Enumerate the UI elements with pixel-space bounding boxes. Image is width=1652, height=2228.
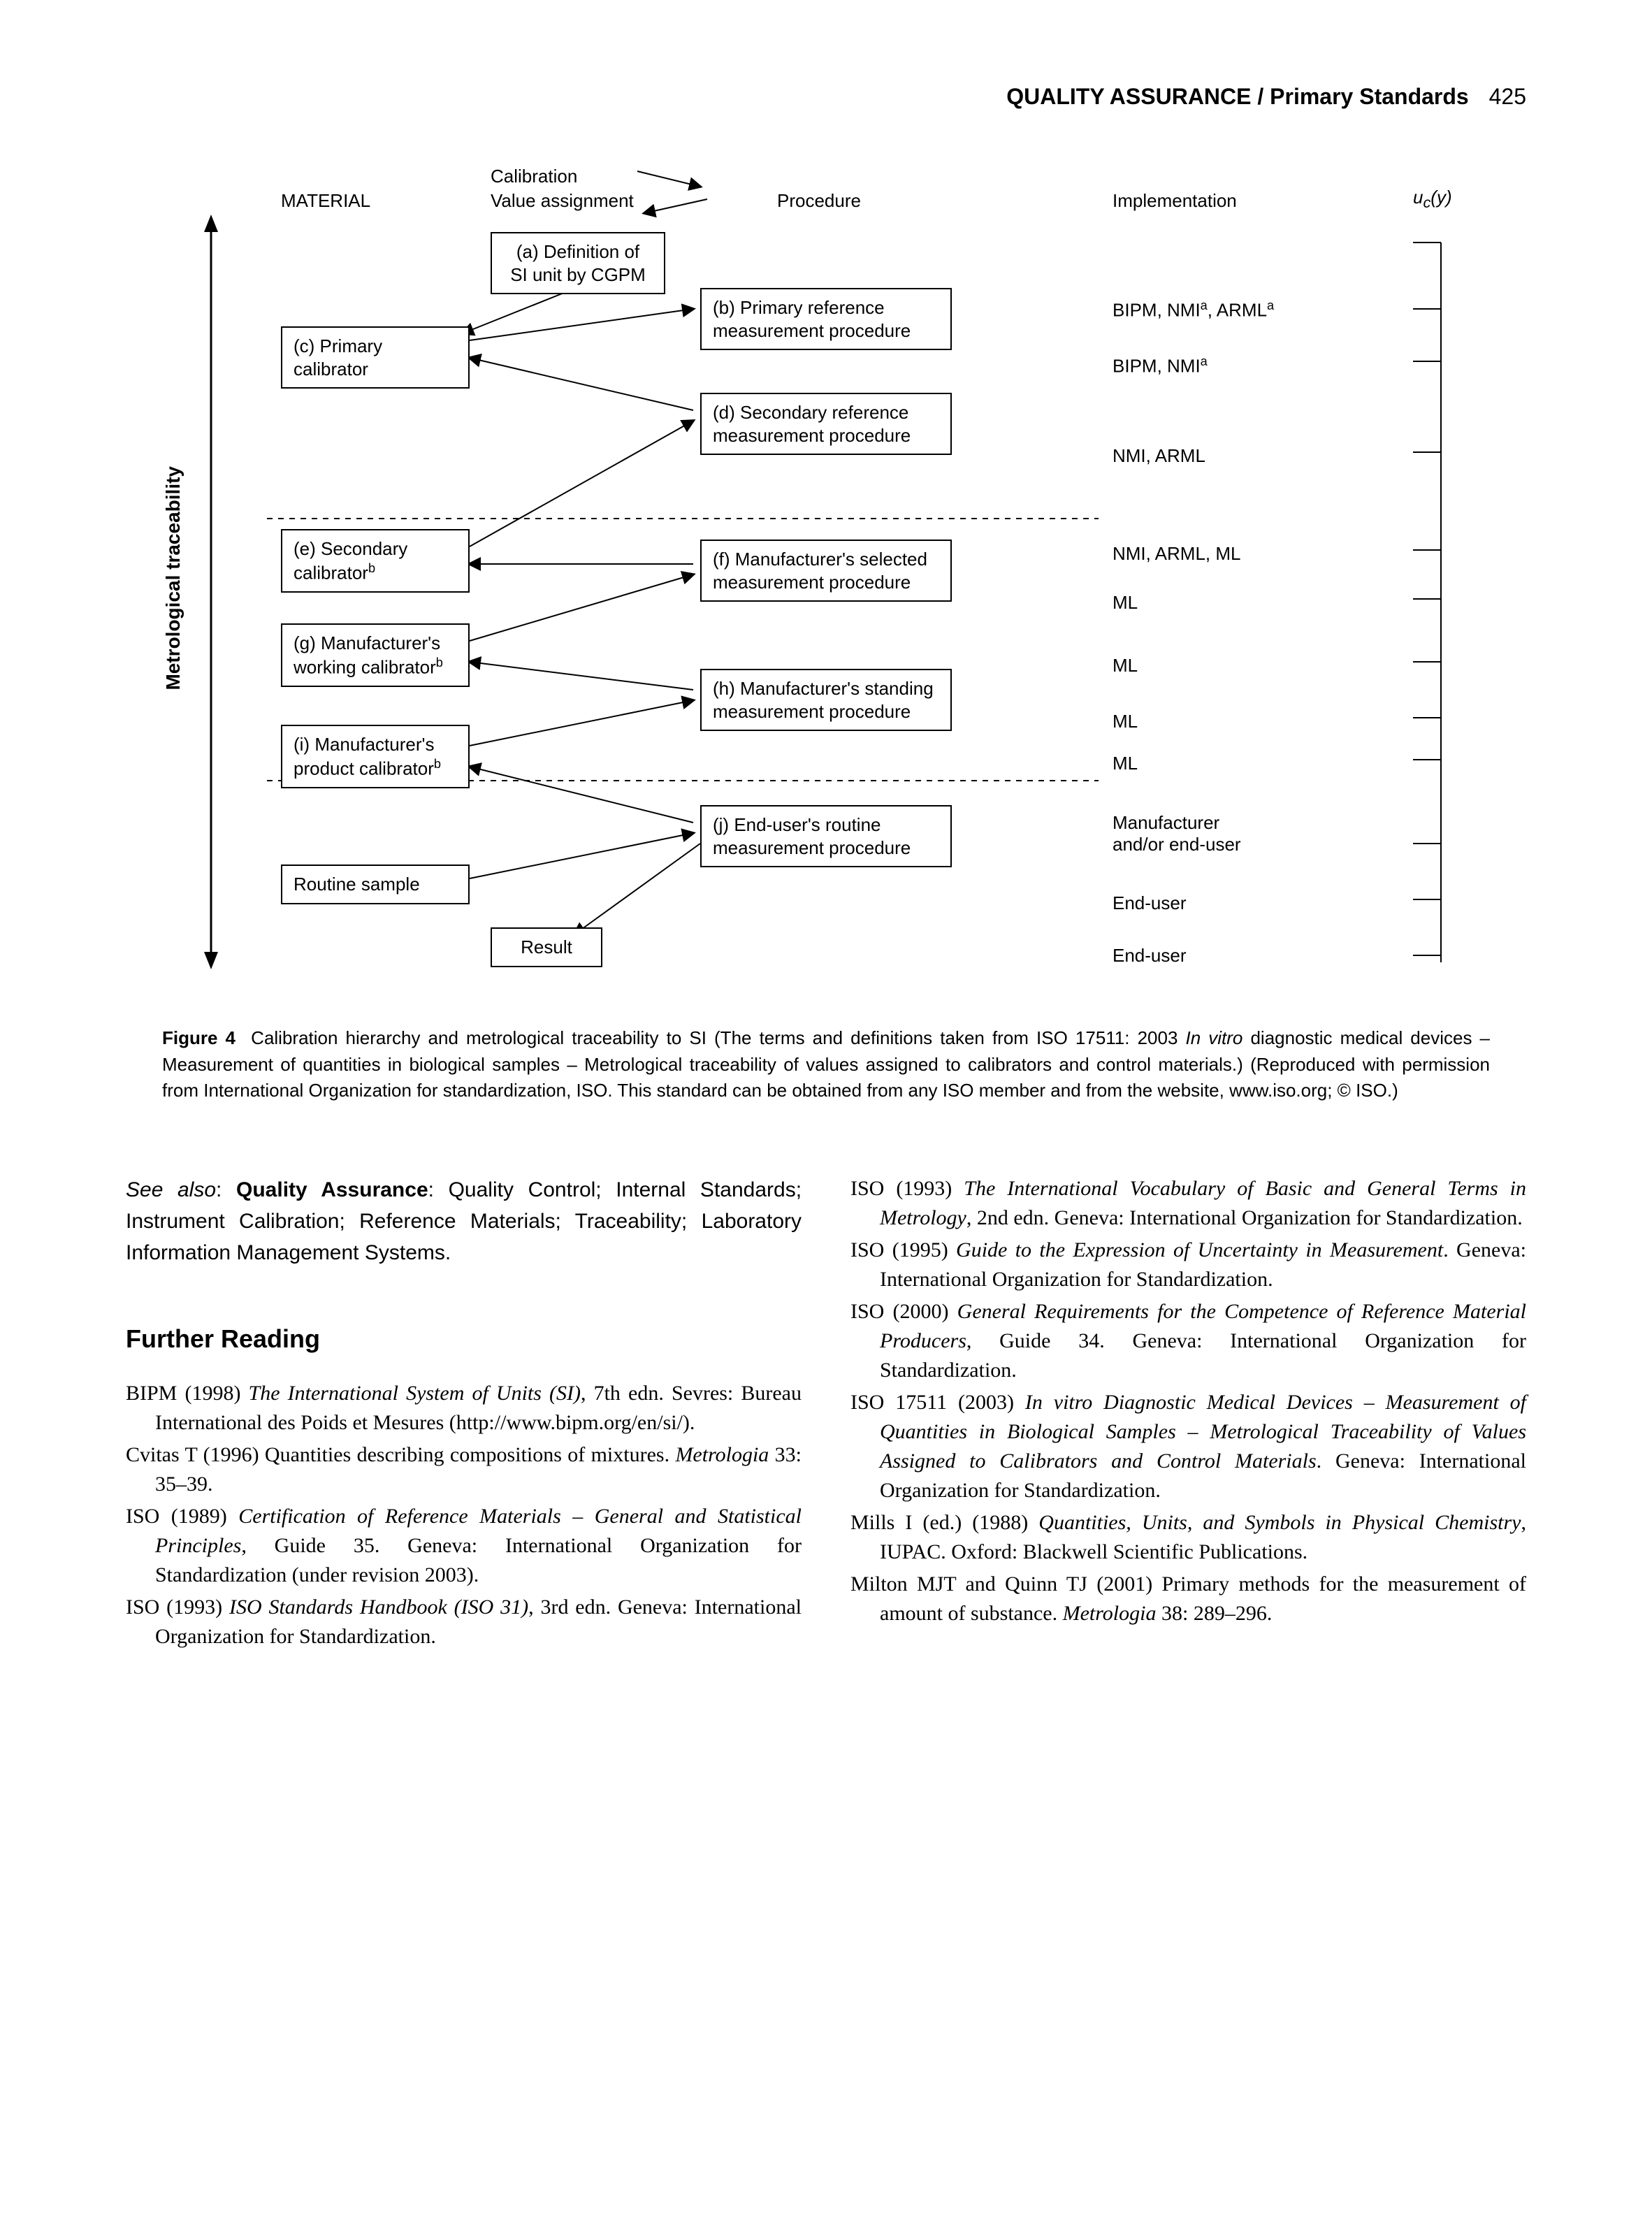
- impl-r1-a: BIPM, NMI: [1113, 300, 1201, 321]
- box-g-l2: working calibrator: [294, 656, 436, 677]
- box-b: (b) Primary referencemeasurement procedu…: [700, 288, 952, 350]
- col-calibration: Calibration: [491, 166, 577, 187]
- impl-r11: End-user: [1113, 945, 1187, 967]
- ref-ital: Quantities, Units, and Symbols in Physic…: [1038, 1511, 1521, 1534]
- caption-ital1: In vitro: [1186, 1027, 1243, 1048]
- reference-item: ISO (2000) General Requirements for the …: [850, 1297, 1526, 1385]
- header-page-number: 425: [1489, 84, 1526, 109]
- left-column: See also: Quality Assurance: Quality Con…: [126, 1174, 802, 1654]
- ref-pre: ISO (2000): [850, 1300, 957, 1323]
- see-also: See also: Quality Assurance: Quality Con…: [126, 1174, 802, 1268]
- ref-pre: ISO 17511 (2003): [850, 1391, 1025, 1414]
- box-g: (g) Manufacturer's working calibratorb: [281, 623, 470, 687]
- ref-pre: ISO (1993): [850, 1177, 964, 1200]
- ref-ital: Metrologia: [675, 1443, 769, 1466]
- box-d: (d) Secondary referencemeasurement proce…: [700, 393, 952, 455]
- impl-r2-a: BIPM, NMI: [1113, 356, 1201, 377]
- box-result: Result: [491, 927, 602, 967]
- ref-post: , Guide 34. Geneva: International Organi…: [880, 1329, 1526, 1382]
- impl-r5: ML: [1113, 592, 1138, 614]
- box-g-sup: b: [436, 656, 443, 670]
- box-routine: Routine sample: [281, 865, 470, 904]
- col-material: MATERIAL: [281, 190, 370, 212]
- caption-body1: Calibration hierarchy and metrological t…: [251, 1027, 1185, 1048]
- reference-item: ISO (1993) ISO Standards Handbook (ISO 3…: [126, 1593, 802, 1651]
- uc-letter: u: [1413, 187, 1423, 208]
- ref-pre: BIPM (1998): [126, 1382, 249, 1405]
- impl-r1-s1: a: [1201, 298, 1208, 312]
- impl-r3: NMI, ARML: [1113, 445, 1205, 467]
- box-i-l2: product calibrator: [294, 758, 434, 779]
- box-a: (a) Definition ofSI unit by CGPM: [491, 232, 665, 294]
- see-also-lead: See also: [126, 1178, 216, 1201]
- ref-pre: ISO (1993): [126, 1596, 229, 1619]
- refs-right: ISO (1993) The International Vocabulary …: [850, 1174, 1526, 1628]
- impl-r8: ML: [1113, 753, 1138, 774]
- col-value-assign: Value assignment: [491, 190, 634, 212]
- impl-r4: NMI, ARML, ML: [1113, 543, 1240, 565]
- box-i: (i) Manufacturer's product calibratorb: [281, 725, 470, 788]
- impl-r6: ML: [1113, 655, 1138, 677]
- ref-pre: Mills I (ed.) (1988): [850, 1511, 1038, 1534]
- impl-r9-l1: Manufacturer: [1113, 812, 1219, 833]
- box-e: (e) Secondary calibratorb: [281, 529, 470, 593]
- impl-r2: BIPM, NMIa: [1113, 354, 1208, 377]
- ref-ital: Metrologia: [1063, 1602, 1157, 1625]
- ref-post: , Guide 35. Geneva: International Organi…: [155, 1534, 802, 1586]
- right-column: ISO (1993) The International Vocabulary …: [850, 1174, 1526, 1654]
- impl-r1-b: , ARML: [1208, 300, 1267, 321]
- col-implementation: Implementation: [1113, 190, 1237, 212]
- uc-arg: (y): [1430, 187, 1451, 208]
- ref-ital: The International System of Units (SI): [249, 1382, 581, 1405]
- box-c: (c) Primary calibrator: [281, 326, 470, 389]
- impl-r2-s: a: [1201, 354, 1208, 368]
- box-e-l2: calibrator: [294, 562, 368, 583]
- caption-lead: Figure 4: [162, 1027, 236, 1048]
- figure-diagram: Metrological traceability MATERIAL Calib…: [162, 152, 1490, 990]
- impl-r9: Manufacturer and/or end-user: [1113, 812, 1241, 855]
- figure-caption: Figure 4 Calibration hierarchy and metro…: [162, 1025, 1490, 1104]
- ref-post: 38: 289–296.: [1156, 1602, 1272, 1625]
- impl-r7: ML: [1113, 711, 1138, 732]
- impl-r1: BIPM, NMIa, ARMLa: [1113, 298, 1274, 321]
- ref-pre: ISO (1989): [126, 1505, 238, 1528]
- box-f: (f) Manufacturer's selectedmeasurement p…: [700, 540, 952, 602]
- box-h: (h) Manufacturer's standingmeasurement p…: [700, 669, 952, 731]
- ref-ital: ISO Standards Handbook (ISO 31): [229, 1596, 528, 1619]
- reference-item: BIPM (1998) The International System of …: [126, 1379, 802, 1438]
- reference-item: Milton MJT and Quinn TJ (2001) Primary m…: [850, 1570, 1526, 1628]
- box-e-sup: b: [368, 561, 375, 575]
- text-columns: See also: Quality Assurance: Quality Con…: [126, 1174, 1526, 1654]
- box-g-l1: (g) Manufacturer's: [294, 632, 440, 653]
- col-procedure: Procedure: [777, 190, 861, 212]
- impl-r1-s2: a: [1267, 298, 1274, 312]
- col-uc: uc(y): [1413, 187, 1452, 212]
- vertical-axis-label: Metrological traceability: [162, 466, 184, 690]
- reference-item: ISO 17511 (2003) In vitro Diagnostic Med…: [850, 1388, 1526, 1505]
- reference-item: Mills I (ed.) (1988) Quantities, Units, …: [850, 1508, 1526, 1567]
- ref-pre: Cvitas T (1996) Quantities describing co…: [126, 1443, 675, 1466]
- uc-sub: c: [1423, 194, 1430, 211]
- box-i-sup: b: [434, 757, 441, 771]
- reference-item: ISO (1993) The International Vocabulary …: [850, 1174, 1526, 1233]
- box-i-l1: (i) Manufacturer's: [294, 734, 434, 755]
- reference-item: ISO (1995) Guide to the Expression of Un…: [850, 1236, 1526, 1294]
- page-header: QUALITY ASSURANCE / Primary Standards 42…: [126, 84, 1526, 110]
- header-section: QUALITY ASSURANCE / Primary Standards: [1006, 84, 1468, 109]
- further-reading-heading: Further Reading: [126, 1324, 802, 1354]
- refs-left: BIPM (1998) The International System of …: [126, 1379, 802, 1651]
- box-j: (j) End-user's routinemeasurement proced…: [700, 805, 952, 867]
- see-also-rest: : Quality Control; Internal Standards; I…: [126, 1178, 802, 1264]
- ref-pre: ISO (1995): [850, 1238, 956, 1261]
- impl-r10: End-user: [1113, 892, 1187, 914]
- reference-item: Cvitas T (1996) Quantities describing co…: [126, 1440, 802, 1499]
- ref-ital: Guide to the Expression of Uncertainty i…: [956, 1238, 1443, 1261]
- reference-item: ISO (1989) Certification of Reference Ma…: [126, 1502, 802, 1590]
- ref-post: , 2nd edn. Geneva: International Organiz…: [966, 1206, 1523, 1229]
- see-also-bold: Quality Assurance: [236, 1178, 428, 1201]
- box-e-l1: (e) Secondary: [294, 538, 407, 559]
- impl-r9-l2: and/or end-user: [1113, 834, 1241, 855]
